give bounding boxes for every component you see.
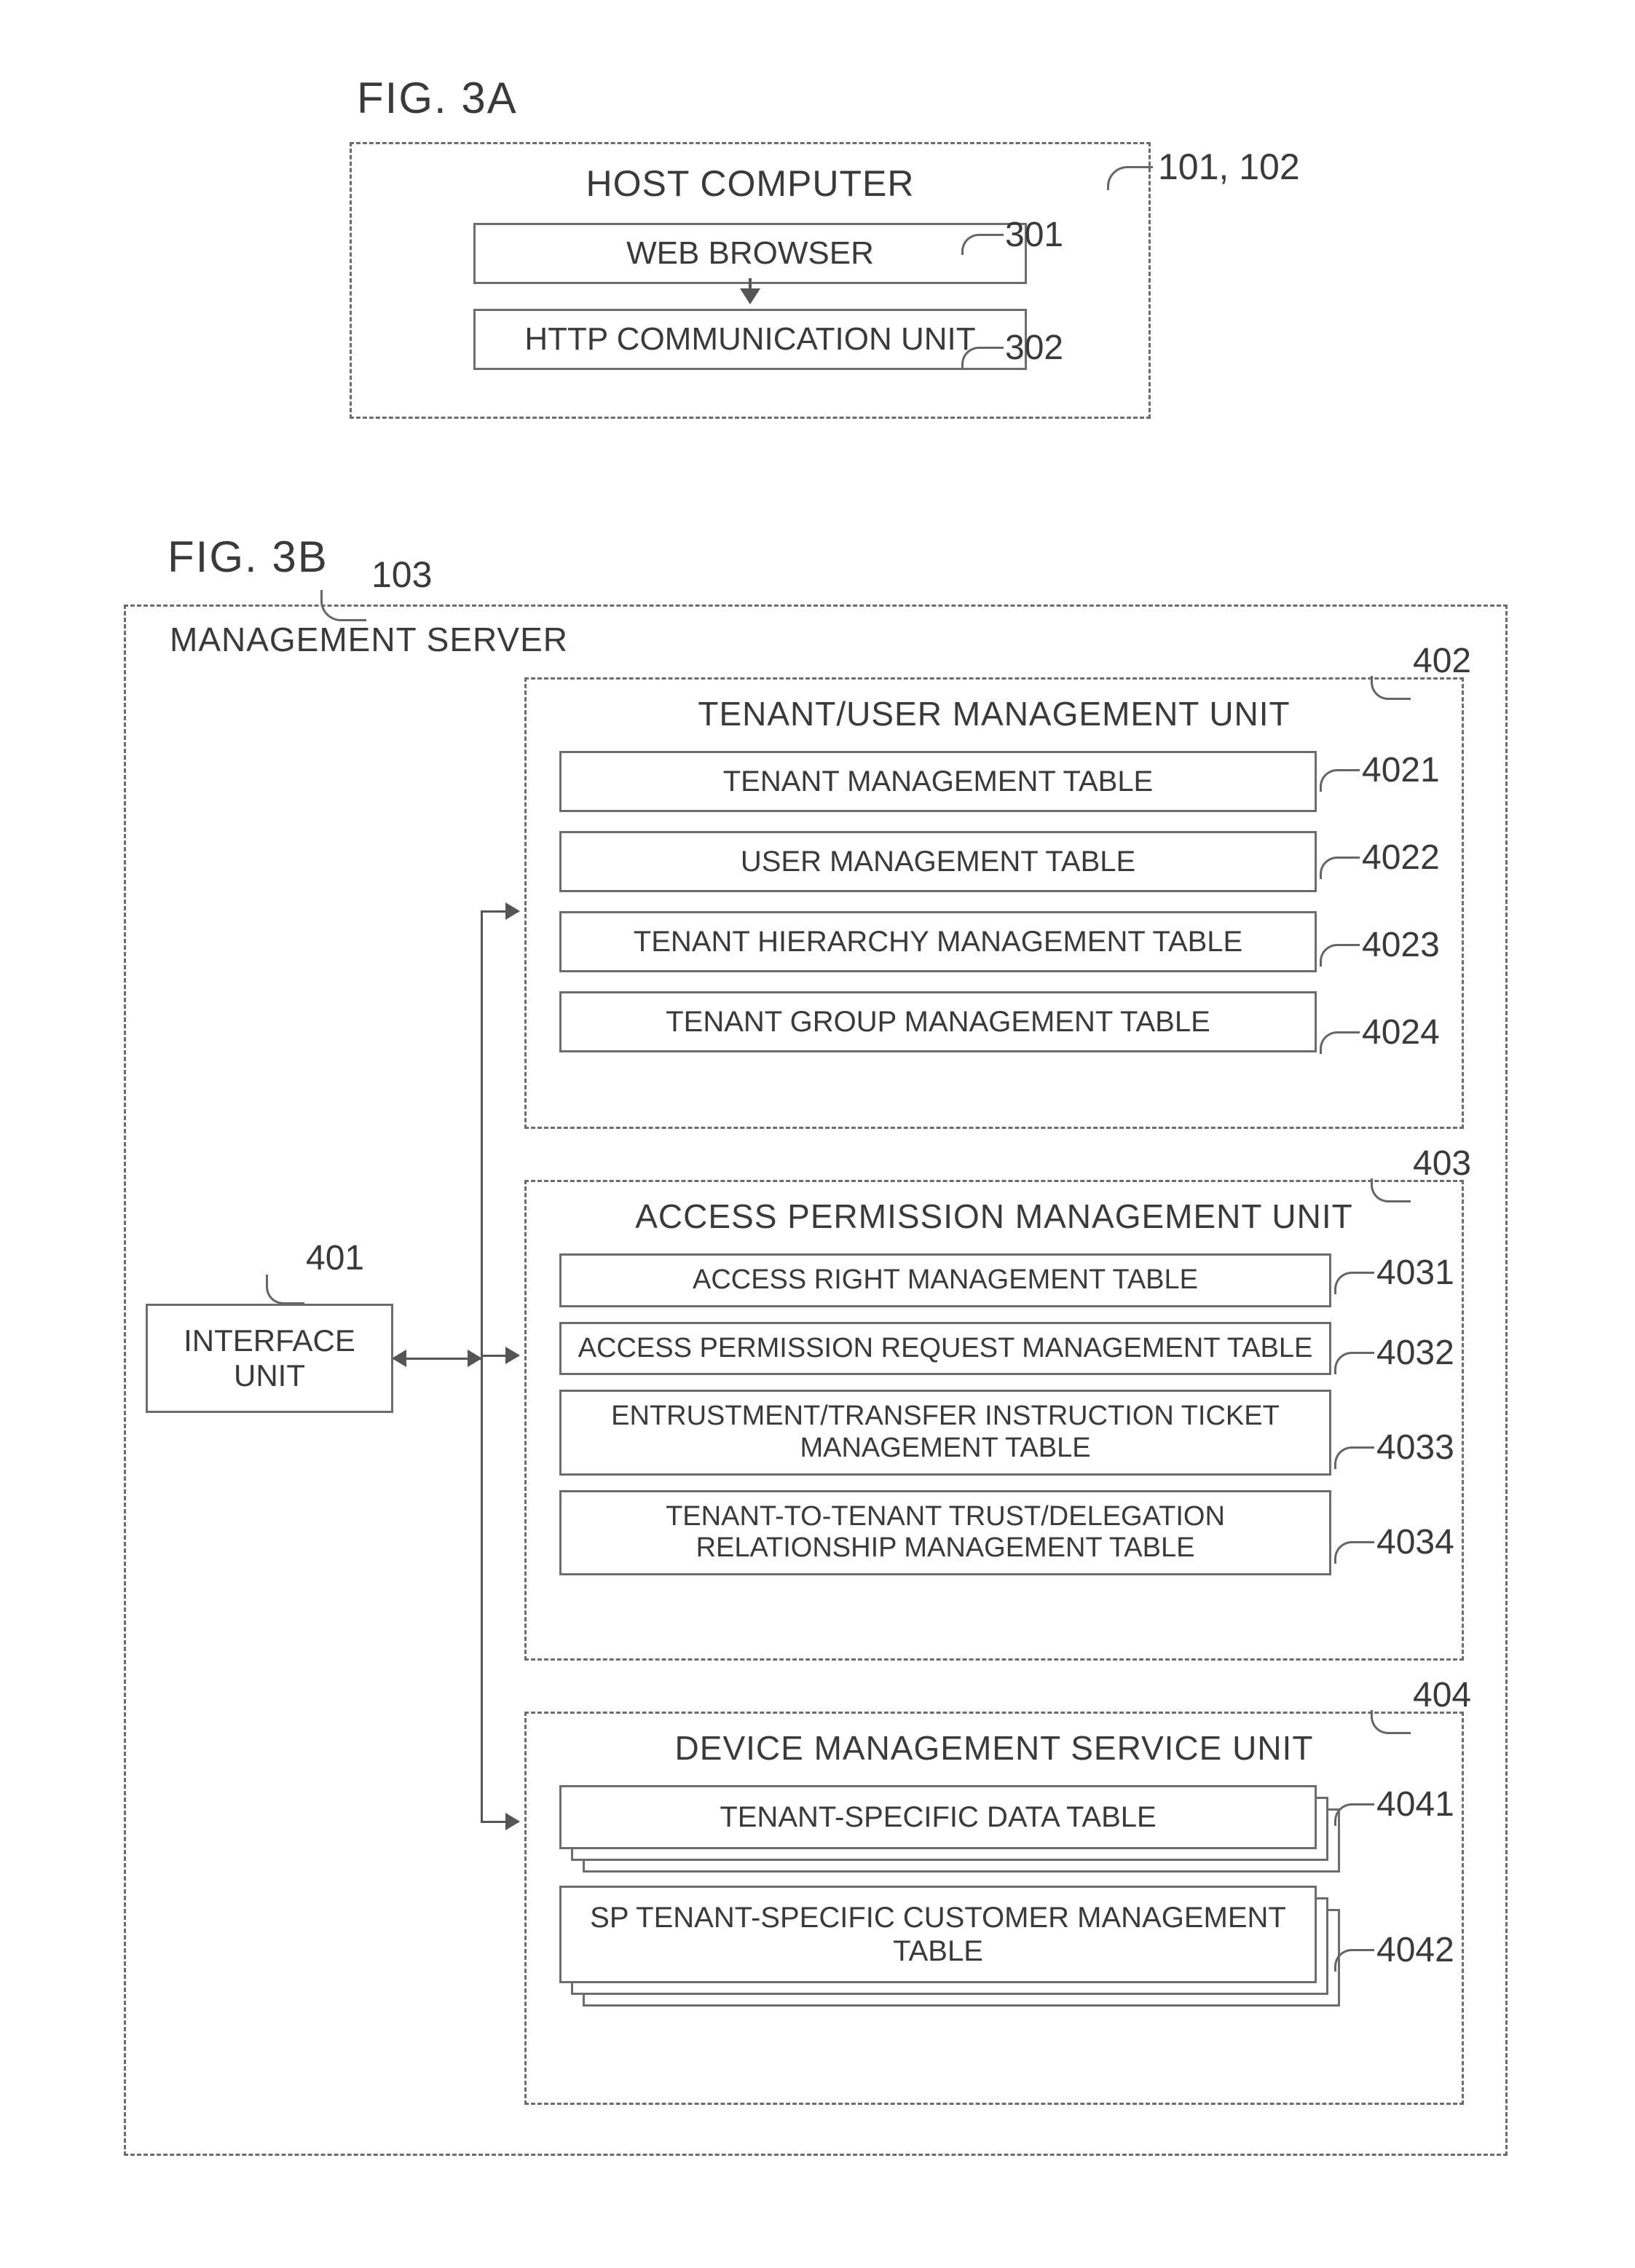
host-computer-box: HOST COMPUTER WEB BROWSER HTTP COMMUNICA… (350, 142, 1151, 419)
stacked-table-4041: TENANT-SPECIFIC DATA TABLE (559, 1785, 1429, 1849)
ref-4024: 4024 (1362, 1012, 1440, 1052)
ref-404: 404 (1413, 1675, 1471, 1715)
unit-402-title: TENANT/USER MANAGEMENT UNIT (559, 694, 1429, 733)
ref-101-102: 101, 102 (1158, 146, 1300, 188)
unit-404-title: DEVICE MANAGEMENT SERVICE UNIT (559, 1728, 1429, 1768)
table-4042: SP TENANT-SPECIFIC CUSTOMER MANAGEMENT T… (559, 1886, 1317, 1983)
ref-103: 103 (371, 554, 432, 596)
table-4033: ENTRUSTMENT/TRANSFER INSTRUCTION TICKET … (559, 1390, 1331, 1475)
host-computer-label: HOST COMPUTER (395, 162, 1105, 205)
device-management-service-unit: DEVICE MANAGEMENT SERVICE UNIT TENANT-SP… (524, 1712, 1464, 2105)
interface-unit-box: INTERFACE UNIT (146, 1304, 393, 1413)
tenant-user-management-unit: TENANT/USER MANAGEMENT UNIT TENANT MANAG… (524, 677, 1464, 1129)
ref-4034: 4034 (1376, 1522, 1454, 1562)
table-4032: ACCESS PERMISSION REQUEST MANAGEMENT TAB… (559, 1322, 1331, 1376)
fig-3a-title: FIG. 3A (357, 73, 518, 123)
stacked-table-4042: SP TENANT-SPECIFIC CUSTOMER MANAGEMENT T… (559, 1886, 1429, 1983)
http-communication-unit-box: HTTP COMMUNICATION UNIT (473, 309, 1027, 370)
ref-4033: 4033 (1376, 1428, 1454, 1468)
arrow-down-icon (740, 288, 760, 304)
table-4031: ACCESS RIGHT MANAGEMENT TABLE (559, 1253, 1331, 1307)
ref-302: 302 (1005, 328, 1063, 368)
table-4041: TENANT-SPECIFIC DATA TABLE (559, 1785, 1317, 1849)
table-4024: TENANT GROUP MANAGEMENT TABLE (559, 991, 1317, 1052)
table-4023: TENANT HIERARCHY MANAGEMENT TABLE (559, 911, 1317, 972)
management-server-label: MANAGEMENT SERVER (170, 620, 1462, 659)
connector-bidir-arrow (393, 1358, 481, 1360)
connector-arrow-404 (481, 1821, 519, 1823)
ref-4041: 4041 (1376, 1784, 1454, 1824)
table-4022: USER MANAGEMENT TABLE (559, 831, 1317, 892)
ref-4021: 4021 (1362, 750, 1440, 790)
interface-unit-label: INTERFACE UNIT (148, 1323, 391, 1393)
page: FIG. 3A HOST COMPUTER WEB BROWSER HTTP C… (0, 0, 1635, 2268)
ref-4031: 4031 (1376, 1253, 1454, 1293)
connector-arrow-403 (481, 1355, 519, 1357)
ref-4042: 4042 (1376, 1930, 1454, 1970)
fig-3b-title: FIG. 3B (168, 532, 328, 582)
ref-401: 401 (306, 1238, 364, 1278)
ref-4032: 4032 (1376, 1333, 1454, 1373)
table-4021: TENANT MANAGEMENT TABLE (559, 751, 1317, 812)
ref-403: 403 (1413, 1143, 1471, 1184)
connector-arrow-402 (481, 910, 519, 913)
access-permission-management-unit: ACCESS PERMISSION MANAGEMENT UNIT ACCESS… (524, 1180, 1464, 1661)
table-4034: TENANT-TO-TENANT TRUST/DELEGATION RELATI… (559, 1490, 1331, 1575)
ref-4023: 4023 (1362, 925, 1440, 965)
unit-403-title: ACCESS PERMISSION MANAGEMENT UNIT (559, 1197, 1429, 1236)
web-browser-box: WEB BROWSER (473, 223, 1027, 284)
ref-4022: 4022 (1362, 838, 1440, 878)
ref-301: 301 (1005, 215, 1063, 255)
ref-402: 402 (1413, 641, 1471, 681)
